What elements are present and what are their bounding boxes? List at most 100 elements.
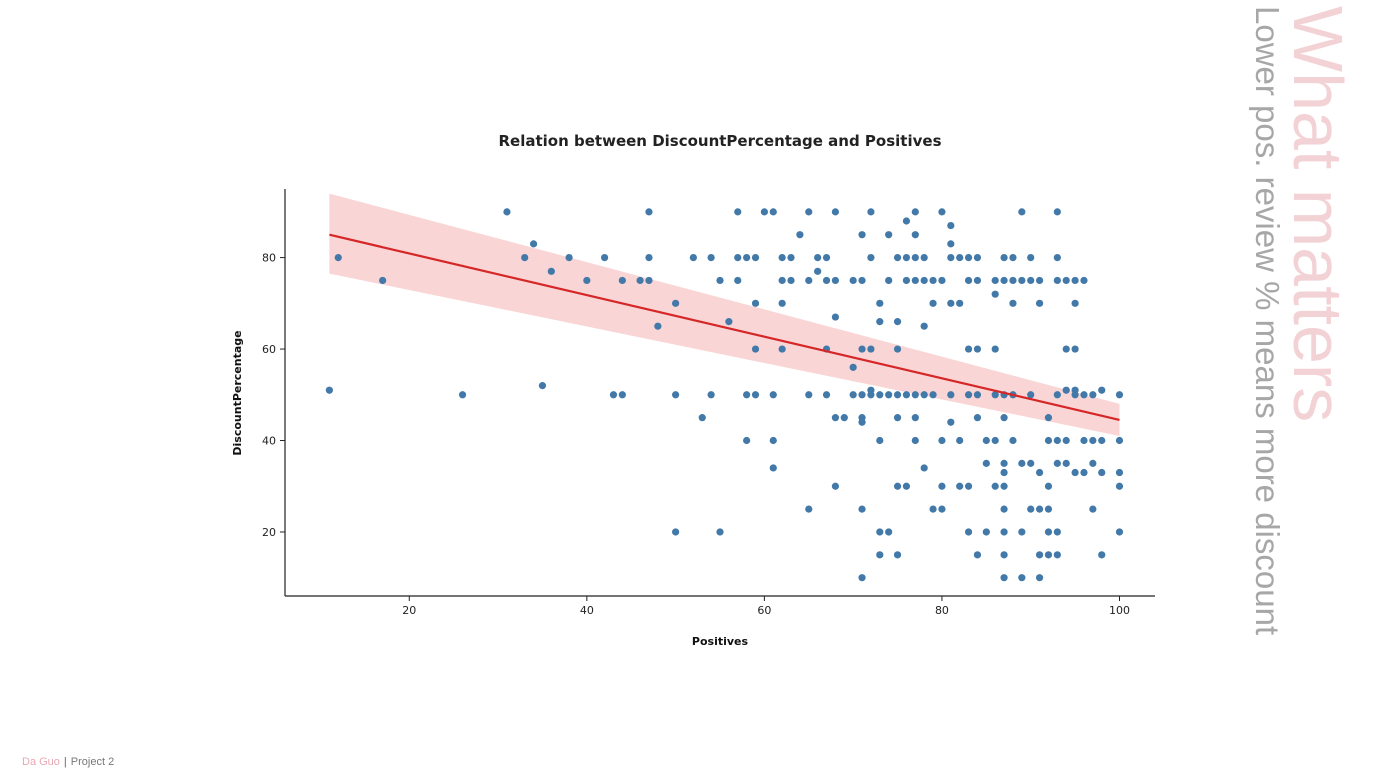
scatter-point [1027,253,1035,262]
scatter-point [893,414,902,422]
scatter-point [938,505,946,513]
chart-title: Relation between DiscountPercentage and … [499,132,942,150]
scatter-point [885,231,893,239]
scatter-point [1098,551,1106,559]
scatter-point [893,551,902,559]
scatter-point [920,276,928,285]
scatter-point [1098,386,1106,394]
scatter-point [1035,574,1044,582]
scatter-point [956,253,964,262]
scatter-point [814,267,822,275]
scatter-point [1071,468,1079,477]
scatter-point [982,459,990,467]
scatter-point [849,276,857,285]
scatter-point [1018,208,1026,216]
scatter-point [1018,276,1026,285]
scatter-point [911,391,919,399]
scatter-point [1044,528,1053,536]
scatter-point [1062,276,1070,285]
scatter-point [902,276,911,285]
scatter-point [636,276,644,285]
scatter-point [938,482,946,490]
scatter-point [769,208,777,216]
scatter-point [876,299,884,307]
scatter-point [858,345,866,353]
scatter-point [1044,505,1053,513]
confidence-band [329,193,1120,436]
scatter-point [805,208,813,216]
scatter-point [911,231,919,239]
scatter-point [1071,391,1079,399]
scatter-point [1098,436,1106,445]
scatter-point [964,253,973,262]
footer: Da Guo | Project 2 [22,756,114,768]
x-tick-label: 60 [757,604,771,617]
scatter-point [1027,276,1035,285]
scatter-point [858,276,866,285]
y-axis-label: DiscountPercentage [231,330,244,455]
scatter-point [911,436,919,445]
scatter-point [1035,505,1044,513]
scatter-point [769,391,777,399]
scatter-point [964,482,973,490]
scatter-point [1080,436,1088,445]
y-tick-label: 60 [262,343,276,356]
scatter-point [858,391,866,399]
scatter-point [778,276,786,285]
points-layer [325,208,1124,582]
scatter-point [1080,468,1088,477]
scatter-point [672,528,680,536]
scatter-point [1027,505,1035,513]
scatter-point [929,299,937,307]
scatter-point [796,231,804,239]
y-tick-label: 20 [262,526,276,539]
scatter-point [1089,391,1097,399]
scatter-point [867,345,875,353]
scatter-point [458,391,467,399]
scatter-point [1044,414,1053,422]
scatter-point [929,505,937,513]
scatter-point [760,208,768,216]
scatter-point [973,276,982,285]
scatter-point [867,208,875,216]
scatter-point [1053,436,1061,445]
scatter-point [893,345,902,353]
regression-line-layer [329,233,1120,422]
scatter-point [973,414,982,422]
regression-line [329,233,1120,422]
scatter-point [751,345,760,353]
scatter-point [1018,574,1026,582]
scatter-point [911,276,919,285]
scatter-point [893,391,902,399]
scatter-point [1053,276,1061,285]
scatter-point [822,276,831,285]
scatter-point [778,345,786,353]
scatter-point [716,276,724,285]
scatter-point [1062,386,1070,394]
scatter-point [751,253,760,262]
scatter-point [991,391,999,399]
scatter-point [947,418,955,426]
scatter-point [982,528,990,536]
scatter-point [822,391,831,399]
scatter-point [902,391,911,399]
scatter-point [822,253,831,262]
scatter-point [654,322,662,330]
scatter-point [1080,391,1088,399]
scatter-point [902,217,911,225]
scatter-point [902,482,911,490]
scatter-point [920,253,928,262]
y-tick-label: 40 [262,435,276,448]
scatter-point [529,240,538,248]
scatter-point [1071,345,1079,353]
scatter-point [787,253,795,262]
scatter-point [805,391,813,399]
x-tick-label: 100 [1109,604,1130,617]
scatter-point [1053,528,1061,536]
scatter-point [858,505,866,513]
scatter-point [1115,436,1124,445]
scatter-point [973,391,982,399]
scatter-point [698,414,706,422]
scatter-point [716,528,724,536]
scatter-point [911,414,919,422]
